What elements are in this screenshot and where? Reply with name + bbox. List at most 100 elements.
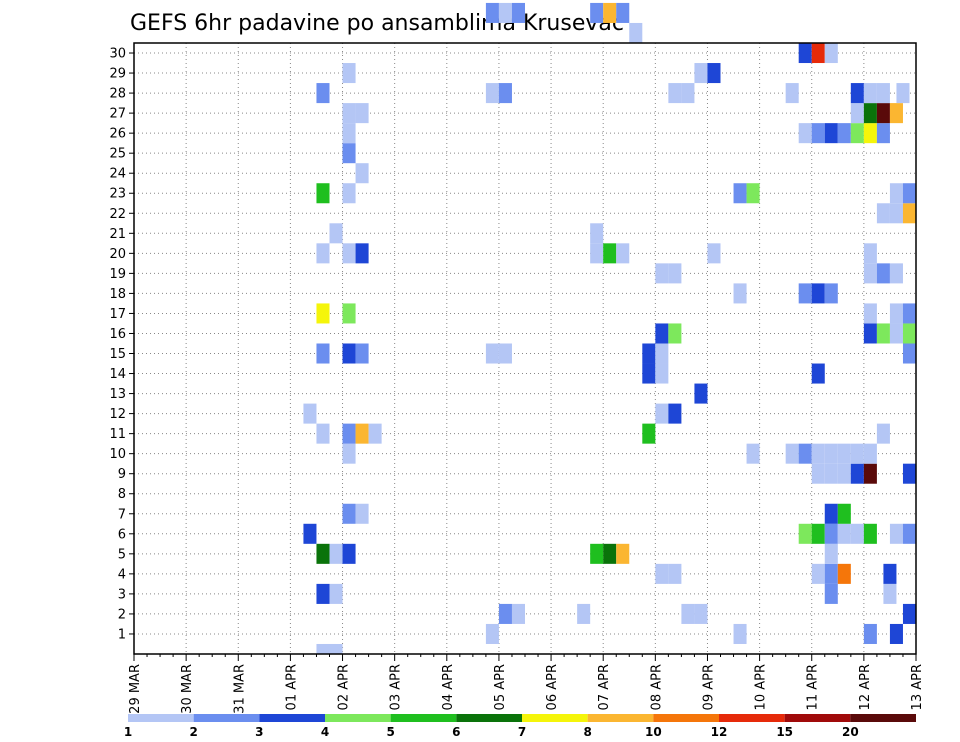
heatmap-cell (655, 263, 669, 284)
colorbar-segment (719, 714, 785, 722)
heatmap-cell (655, 343, 669, 364)
y-tick-label: 2 (118, 607, 126, 622)
heatmap-cell (811, 443, 825, 464)
heatmap-cell (863, 263, 877, 284)
y-tick-label: 24 (109, 167, 126, 182)
heatmap-cell (824, 43, 838, 64)
heatmap-cell (889, 323, 903, 344)
axes: 1234567891011121314151617181920212223242… (109, 47, 925, 714)
heatmap-cell (798, 443, 812, 464)
heatmap-cell (707, 243, 721, 264)
heatmap-cell (863, 463, 877, 484)
heatmap-cell (811, 283, 825, 304)
heatmap-cell (590, 243, 604, 264)
colorbar-label: 15 (776, 725, 793, 739)
heatmap-cell (485, 623, 499, 644)
heatmap-cell (850, 463, 864, 484)
heatmap-cell (876, 123, 890, 144)
heatmap-cell (850, 103, 864, 124)
x-tick-label: 12 APR (858, 664, 873, 710)
heatmap-cell (798, 523, 812, 544)
heatmap-cell (850, 523, 864, 544)
heatmap-cell (863, 103, 877, 124)
heatmap-cell (798, 123, 812, 144)
y-tick-label: 23 (109, 187, 126, 202)
heatmap-cell (798, 43, 812, 64)
heatmap-cell (485, 343, 499, 364)
x-tick-label: 07 APR (597, 664, 612, 710)
heatmap-cell (498, 603, 512, 624)
y-tick-label: 25 (109, 147, 126, 162)
y-tick-label: 6 (118, 527, 126, 542)
heatmap-cell (902, 523, 916, 544)
heatmap-cell (590, 543, 604, 564)
heatmap-cell (355, 103, 369, 124)
heatmap-cell (355, 423, 369, 444)
heatmap-cell (590, 2, 604, 23)
heatmap-cell (863, 323, 877, 344)
heatmap-cell (303, 523, 317, 544)
heatmap-cell (876, 83, 890, 104)
heatmap-cell (629, 22, 643, 43)
heatmap-cell (316, 243, 330, 264)
heatmap-cell (485, 83, 499, 104)
y-tick-label: 21 (109, 227, 126, 242)
y-tick-label: 14 (109, 367, 126, 382)
x-tick-label: 10 APR (754, 664, 769, 710)
heatmap-cell (355, 503, 369, 524)
heatmap-cell (746, 443, 760, 464)
heatmap-cell (642, 343, 656, 364)
heatmap-cell (876, 103, 890, 124)
y-tick-label: 3 (118, 587, 126, 602)
heatmap-cell (896, 83, 910, 104)
y-tick-label: 27 (109, 107, 126, 122)
heatmap-cell (876, 323, 890, 344)
heatmap-cell (902, 303, 916, 324)
heatmap-cell (498, 343, 512, 364)
heatmap-cell (498, 83, 512, 104)
heatmap-cell (342, 423, 356, 444)
colorbar-label: 1 (124, 725, 132, 739)
heatmap-cell (883, 583, 897, 604)
heatmap-cell (863, 623, 877, 644)
heatmap-cell (811, 523, 825, 544)
colorbar-segment (390, 714, 457, 722)
heatmap-cell (355, 243, 369, 264)
heatmap-cell (902, 603, 916, 624)
heatmap-cell (603, 543, 617, 564)
heatmap-cell (850, 123, 864, 144)
heatmap-cell (316, 303, 330, 324)
colorbar-label: 2 (189, 725, 197, 739)
heatmap-cell (863, 83, 877, 104)
x-tick-label: 05 APR (493, 664, 508, 710)
x-tick-label: 06 APR (545, 664, 560, 710)
heatmap-cell (342, 543, 356, 564)
heatmap-cell (883, 563, 897, 584)
colorbar-label: 8 (583, 725, 591, 739)
x-tick-label: 04 APR (441, 664, 456, 710)
colorbar-segment (784, 714, 851, 722)
heatmap-cell (824, 583, 838, 604)
heatmap-cell (863, 523, 877, 544)
colorbar-segment (128, 714, 194, 722)
heatmap-cell (616, 543, 630, 564)
heatmap-cell (837, 463, 851, 484)
heatmap-cell (811, 363, 825, 384)
colorbar-label: 4 (321, 725, 329, 739)
heatmap-cell (837, 443, 851, 464)
heatmap-cell (316, 543, 330, 564)
heatmap-cell (485, 2, 499, 23)
heatmap-cell (668, 563, 682, 584)
heatmap-cell (655, 563, 669, 584)
colorbar-segment (850, 714, 916, 722)
y-tick-label: 12 (109, 407, 126, 422)
heatmap-cell (668, 83, 682, 104)
heatmap-cell (824, 523, 838, 544)
heatmap-cell (303, 403, 317, 424)
heatmap-cell (694, 63, 708, 84)
heatmap-cell (902, 183, 916, 204)
heatmap-cell (889, 523, 903, 544)
heatmap-cell (798, 283, 812, 304)
heatmap-cell (342, 103, 356, 124)
